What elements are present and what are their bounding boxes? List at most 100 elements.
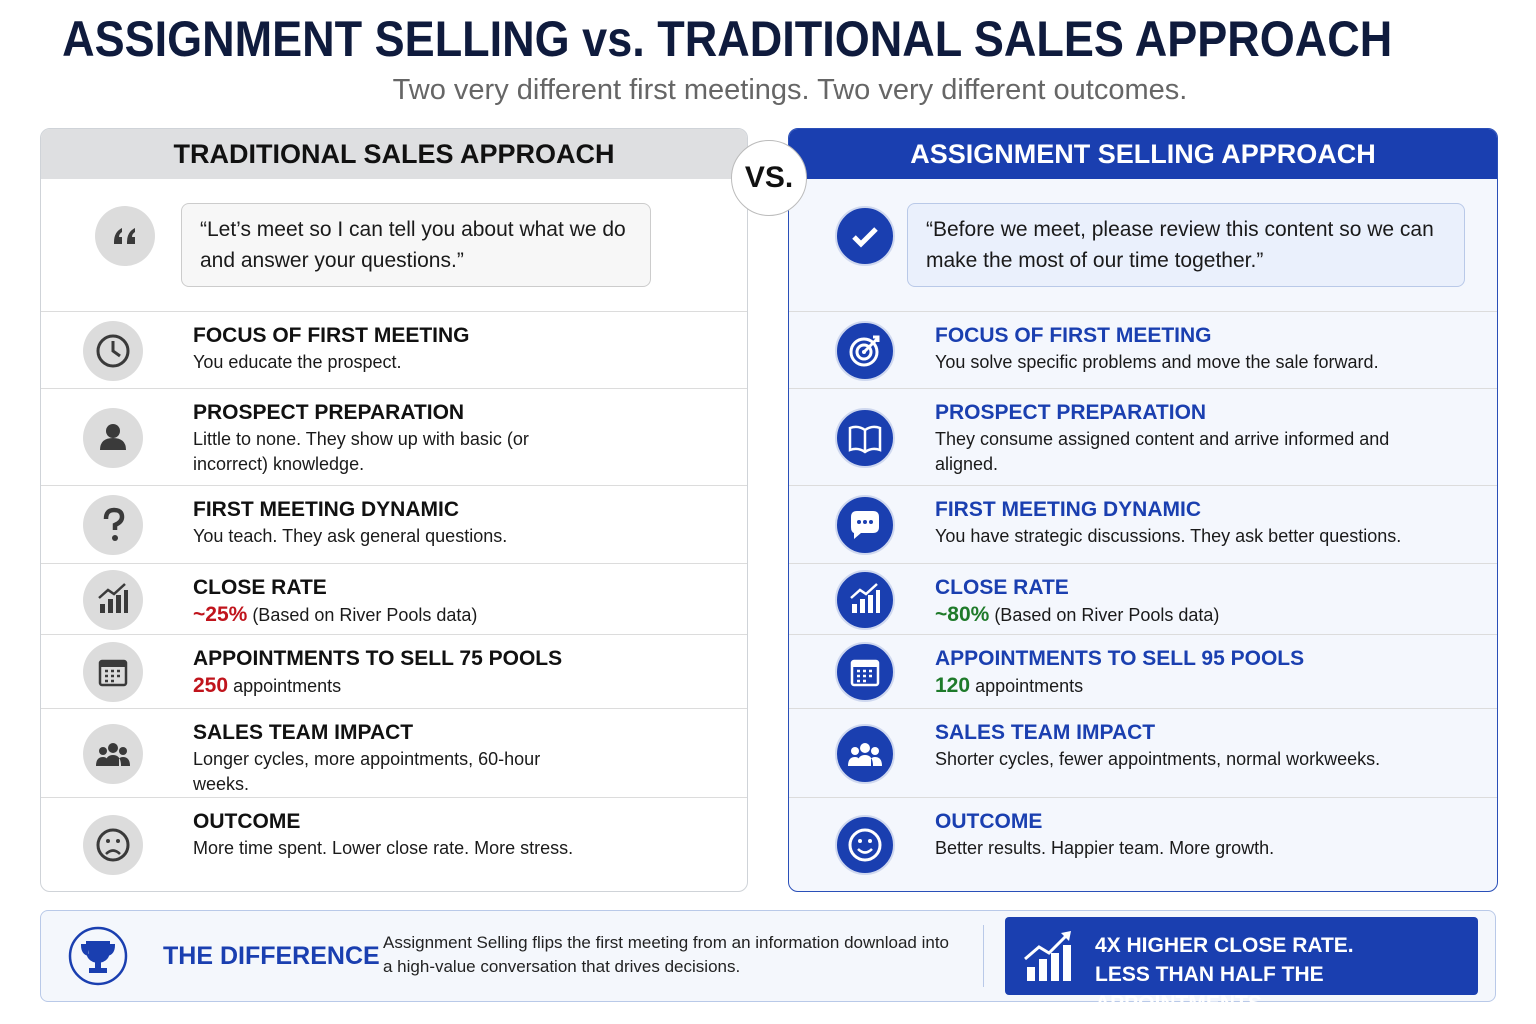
row-label: APPOINTMENTS TO SELL 75 POOLS: [193, 647, 563, 670]
icon-graphic: [83, 642, 143, 702]
vs-badge: VS.: [731, 140, 807, 216]
row-text: ~25% (Based on River Pools data): [193, 602, 583, 628]
row: FIRST MEETING DYNAMIC You have strategic …: [789, 485, 1497, 564]
icon-graphic: [83, 723, 143, 784]
text: You have strategic discussions. They ask…: [935, 526, 1402, 546]
icon-graphic: [835, 642, 895, 702]
icon: [95, 206, 155, 266]
icon: [835, 495, 895, 555]
icon-graphic: [835, 495, 895, 555]
row-text: Shorter cycles, fewer appointments, norm…: [935, 747, 1455, 772]
icon: [835, 206, 895, 266]
icon-graphic: [95, 206, 155, 266]
row-label: FIRST MEETING DYNAMIC: [935, 498, 1201, 521]
row-text: ~80% (Based on River Pools data): [935, 602, 1455, 628]
icon: [83, 815, 143, 875]
icon-graphic: [835, 569, 895, 630]
row-label: FOCUS OF FIRST MEETING: [193, 324, 470, 347]
highlight: 250: [193, 674, 229, 697]
highlight: ~25%: [193, 603, 248, 626]
row-text: Longer cycles, more appointments, 60-hou…: [193, 747, 583, 797]
text: You educate the prospect.: [193, 352, 402, 372]
row-text: More time spent. Lower close rate. More …: [193, 836, 583, 861]
callout-line: LESS THAN HALF THE APPOINTMENTS.: [1095, 963, 1324, 1015]
icon: [835, 569, 895, 630]
row-label: SALES TEAM IMPACT: [935, 721, 1156, 744]
footer-text: Assignment Selling flips the first meeti…: [383, 933, 950, 976]
row-text: You teach. They ask general questions.: [193, 524, 583, 549]
text: (Based on River Pools data): [252, 605, 478, 625]
icon: [835, 407, 895, 468]
callout: 4X HIGHER CLOSE RATE. LESS THAN HALF THE …: [1005, 917, 1478, 1015]
icon-graphic: [835, 320, 895, 381]
row: SALES TEAM IMPACT Shorter cycles, fewer a…: [789, 708, 1497, 798]
icon-graphic: [83, 815, 143, 875]
row-label: PROSPECT PREPARATION: [935, 401, 1207, 424]
text: Shorter cycles, fewer appointments, norm…: [935, 749, 1381, 769]
icon-graphic: [835, 815, 895, 875]
text: appointments: [233, 676, 342, 696]
row: OUTCOME More time spent. Lower close rate…: [41, 797, 747, 891]
text: (Based on River Pools data): [994, 605, 1220, 625]
row-label: APPOINTMENTS TO SELL 95 POOLS: [935, 647, 1305, 670]
row-text: You educate the prospect.: [193, 350, 583, 375]
icon: [83, 642, 143, 702]
text: You solve specific problems and move the…: [935, 352, 1379, 372]
trophy-icon: [68, 926, 128, 986]
row-text: 120 appointments: [935, 673, 1455, 699]
row: SALES TEAM IMPACT Longer cycles, more app…: [41, 708, 747, 798]
row: OUTCOME Better results. Happier team. Mor…: [789, 797, 1497, 891]
title: ASSIGNMENT SELLING vs. TRADITIONAL SALES…: [62, 11, 1393, 67]
text: They consume assigned content and arrive…: [935, 429, 1390, 474]
row-label: FOCUS OF FIRST MEETING: [935, 324, 1212, 347]
icon-graphic: [83, 495, 143, 555]
icon: [835, 723, 895, 784]
row-label: CLOSE RATE: [193, 576, 327, 599]
row: CLOSE RATE ~80% (Based on River Pools dat…: [789, 563, 1497, 635]
row: APPOINTMENTS TO SELL 95 POOLS 120 appoint…: [789, 634, 1497, 709]
text: More time spent. Lower close rate. More …: [193, 838, 574, 858]
row: PROSPECT PREPARATION Little to none. They…: [41, 388, 747, 486]
row-text: You have strategic discussions. They ask…: [935, 524, 1455, 549]
highlight: 120: [935, 674, 971, 697]
footer: THE DIFFERENCE Assignment Selling flips …: [40, 910, 1496, 1015]
row-text: They consume assigned content and arrive…: [935, 427, 1455, 477]
row: FIRST MEETING DYNAMIC You teach. They ask…: [41, 485, 747, 564]
icon-graphic: [835, 407, 895, 468]
icon-graphic: [83, 320, 143, 381]
subtitle: Two very different first meetings. Two v…: [392, 74, 1188, 106]
row-text: 250 appointments: [193, 673, 583, 699]
icon-graphic: [835, 723, 895, 784]
quote-bubble: “Let’s meet so I can tell you about what…: [181, 203, 651, 287]
row-label: SALES TEAM IMPACT: [193, 721, 414, 744]
icon: [83, 569, 143, 630]
callout-text: 4X HIGHER CLOSE RATE. LESS THAN HALF THE …: [1095, 931, 1478, 1018]
icon-graphic: [83, 407, 143, 468]
icon: [835, 320, 895, 381]
quote-bubble: “Before we meet, please review this cont…: [907, 203, 1465, 287]
text: Better results. Happier team. More growt…: [935, 838, 1275, 858]
text: appointments: [975, 676, 1084, 696]
row-text: You solve specific problems and move the…: [935, 350, 1455, 375]
icon-graphic: [835, 206, 895, 266]
callout-line: 4X HIGHER CLOSE RATE.: [1095, 934, 1354, 957]
assignment-panel: ASSIGNMENT SELLING APPROACH “Before we me…: [788, 128, 1498, 892]
text: Little to none. They show up with basic …: [193, 429, 529, 474]
traditional-panel: TRADITIONAL SALES APPROACH “Let’s meet so…: [40, 128, 748, 892]
row: FOCUS OF FIRST MEETING You educate the pr…: [41, 311, 747, 389]
row-label: CLOSE RATE: [935, 576, 1069, 599]
panel-heading: TRADITIONAL SALES APPROACH: [41, 129, 747, 179]
icon: [83, 320, 143, 381]
icon: [835, 642, 895, 702]
row-text: Little to none. They show up with basic …: [193, 427, 583, 477]
row: CLOSE RATE ~25% (Based on River Pools dat…: [41, 563, 747, 635]
chart-icon: [1024, 931, 1071, 981]
row: APPOINTMENTS TO SELL 75 POOLS 250 appoint…: [41, 634, 747, 709]
row-label: PROSPECT PREPARATION: [193, 401, 465, 424]
text: Longer cycles, more appointments, 60-hou…: [193, 749, 541, 794]
icon: [83, 723, 143, 784]
row-label: OUTCOME: [193, 810, 301, 833]
row-label: OUTCOME: [935, 810, 1043, 833]
footer-label: THE DIFFERENCE: [163, 942, 380, 970]
